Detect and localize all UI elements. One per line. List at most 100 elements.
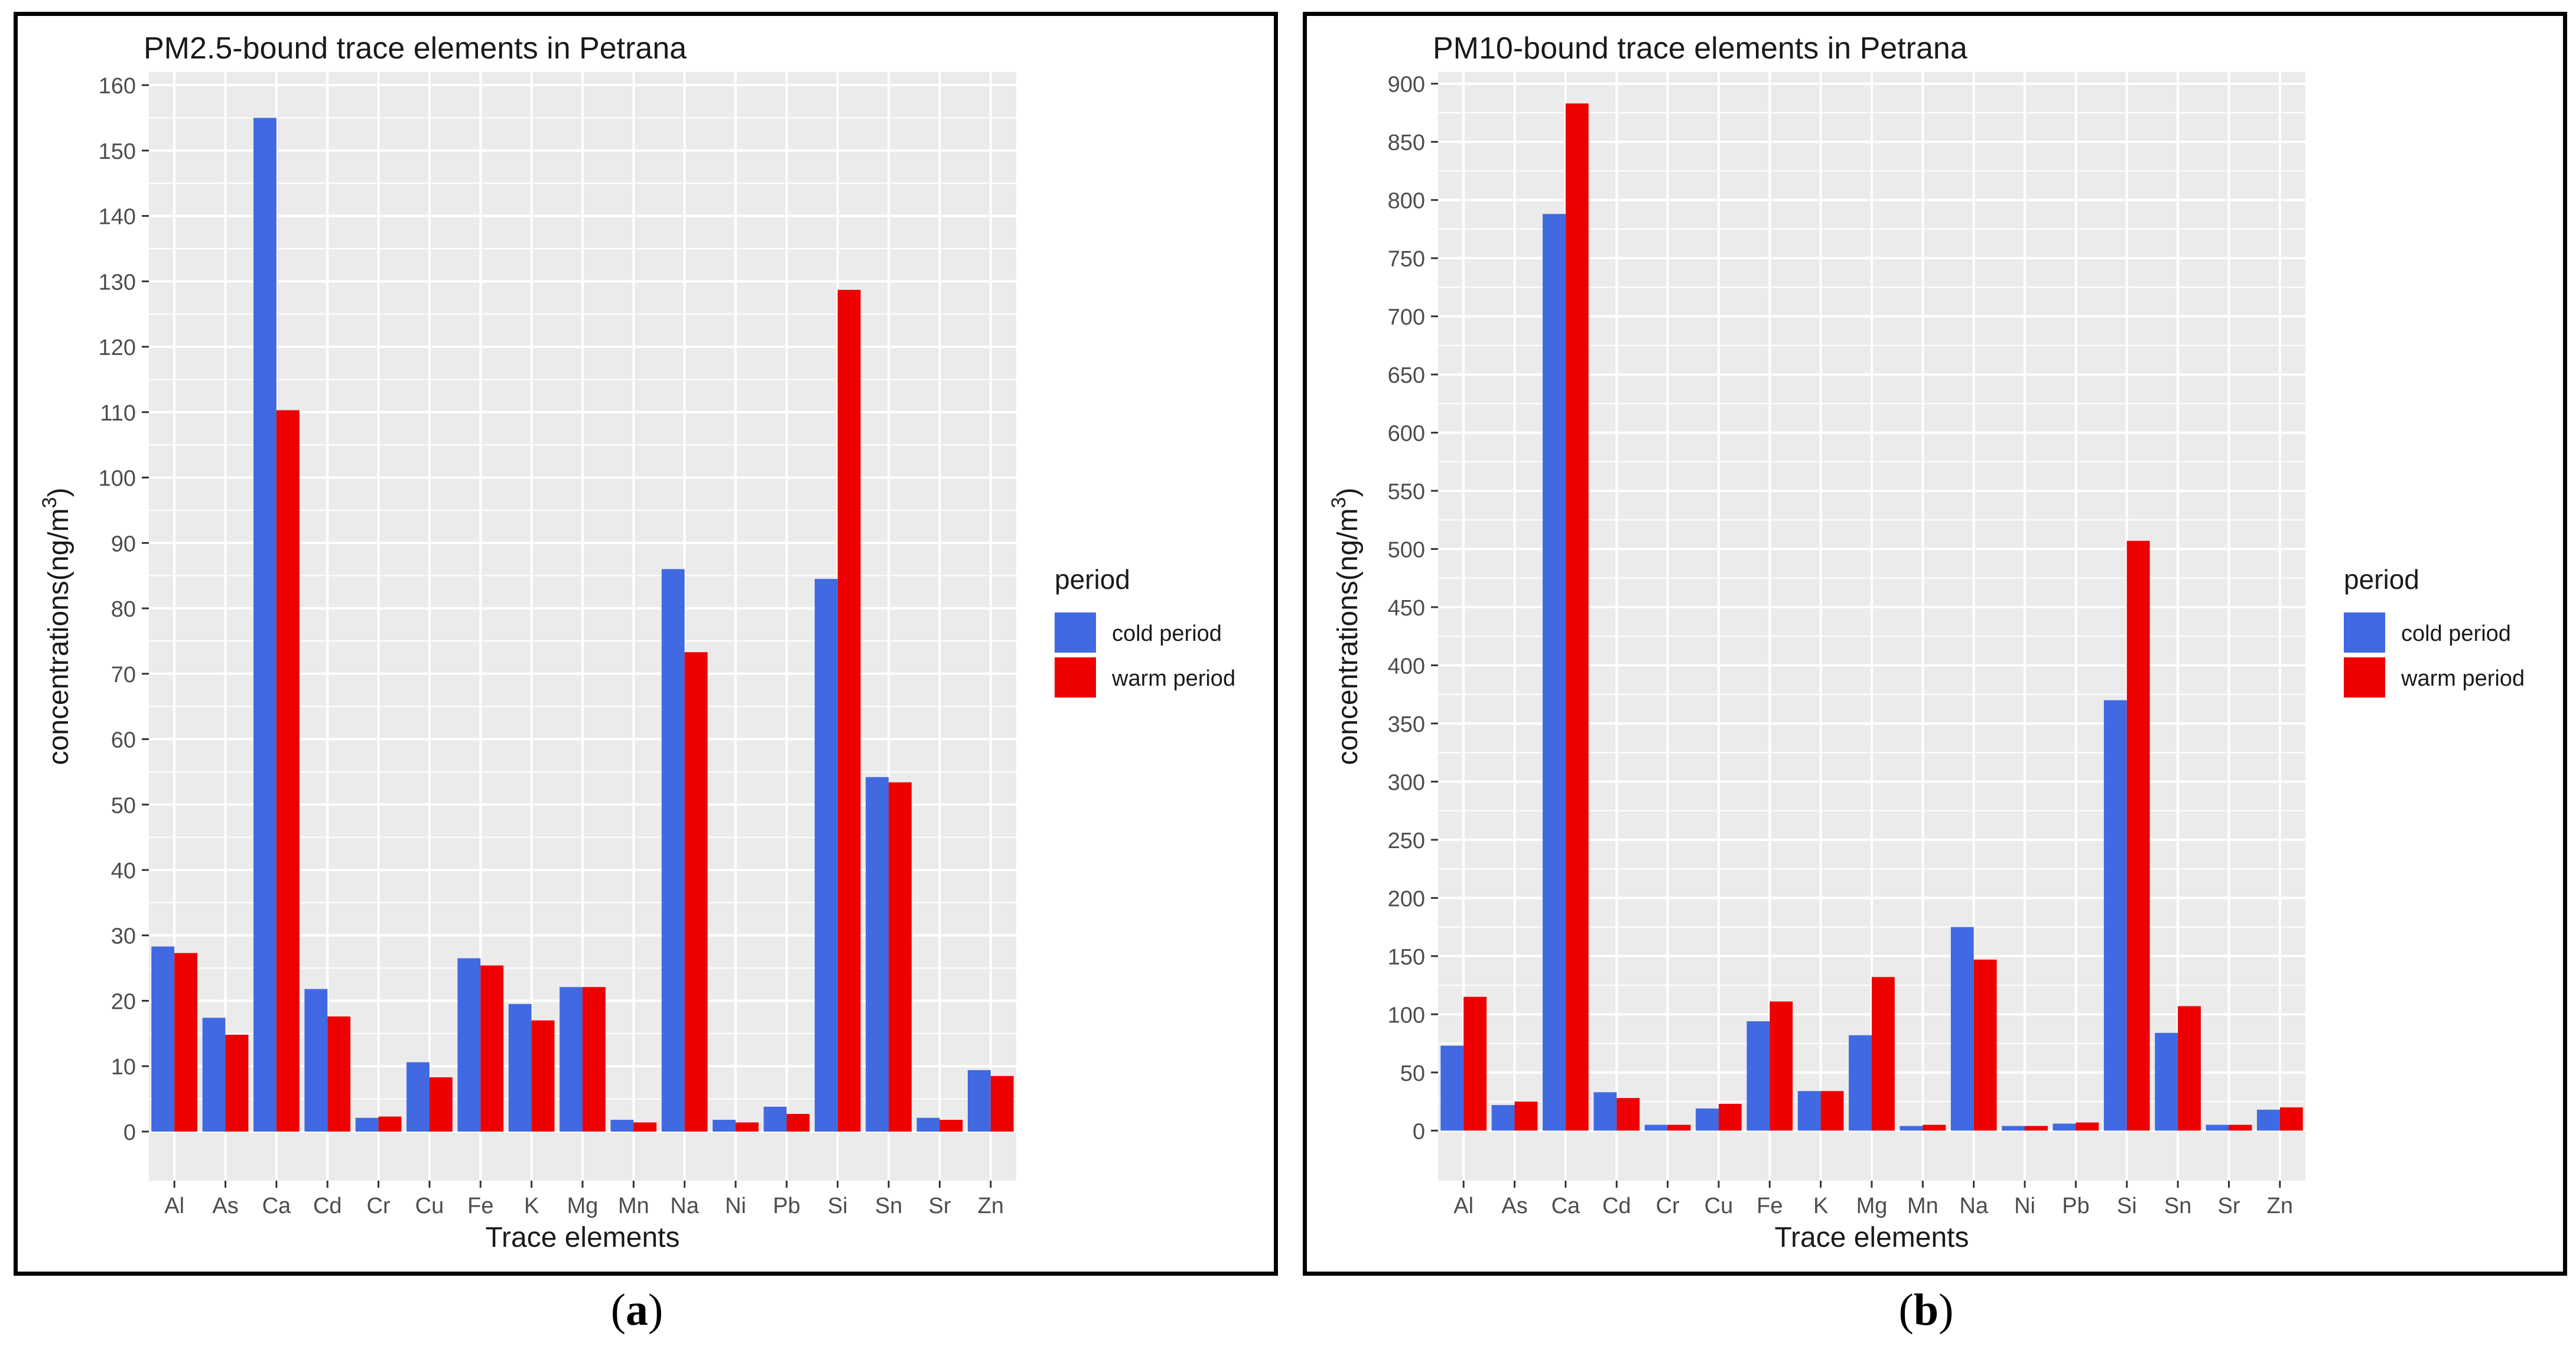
bar-warm-period-Pb xyxy=(2076,1122,2099,1131)
bar-warm-period-Pb xyxy=(786,1114,810,1132)
bar-cold-period-Pb xyxy=(2053,1123,2076,1131)
y-tick-label: 130 xyxy=(99,270,136,295)
y-tick-label: 500 xyxy=(1388,538,1425,563)
bar-cold-period-Ca xyxy=(1543,214,1566,1131)
caption-a: (a) xyxy=(610,1285,663,1335)
x-tick-label: Cd xyxy=(1602,1194,1631,1218)
bar-cold-period-Al xyxy=(1440,1045,1464,1131)
y-tick-label: 600 xyxy=(1388,422,1425,447)
legend-label: warm period xyxy=(1111,666,1235,691)
bar-warm-period-Al xyxy=(1463,996,1487,1131)
y-tick-label: 30 xyxy=(111,924,136,949)
y-tick-label: 300 xyxy=(1388,770,1425,795)
y-tick-label: 20 xyxy=(111,989,136,1014)
y-tick-label: 750 xyxy=(1388,247,1425,272)
caption-b: (b) xyxy=(1898,1285,1954,1335)
x-tick-label: Sn xyxy=(2164,1194,2191,1218)
y-tick-label: 150 xyxy=(99,139,136,164)
bar-cold-period-Ca xyxy=(253,118,277,1132)
bar-cold-period-Na xyxy=(1950,927,1974,1131)
x-tick-label: K xyxy=(524,1194,539,1218)
y-tick-label: 100 xyxy=(1388,1003,1425,1028)
bar-warm-period-Ni xyxy=(2025,1126,2048,1131)
bar-warm-period-Zn xyxy=(2279,1107,2303,1131)
bar-warm-period-Si xyxy=(2126,540,2150,1131)
bar-cold-period-Mn xyxy=(610,1120,634,1132)
legend-key-cold-period xyxy=(1055,612,1096,653)
chart-pm10: PM10-bound trace elements in Petrana 0 50 1… xyxy=(1328,31,2525,1253)
bar-warm-period-Zn xyxy=(990,1076,1014,1132)
bar-cold-period-Mg xyxy=(560,987,583,1132)
y-axis-title-superscript: 3 xyxy=(1328,497,1350,509)
x-tick-label: Mg xyxy=(1856,1194,1888,1218)
y-axis-title-close: ) xyxy=(1332,488,1364,497)
bar-warm-period-Fe xyxy=(480,965,504,1132)
x-tick-label: Mn xyxy=(1907,1194,1938,1218)
legend-key-cold-period xyxy=(2344,612,2385,653)
legend-label: warm period xyxy=(2401,666,2525,691)
y-tick-label: 850 xyxy=(1388,131,1425,155)
bar-warm-period-Cd xyxy=(327,1016,351,1132)
bar-warm-period-As xyxy=(225,1035,249,1132)
bar-warm-period-Na xyxy=(684,652,708,1132)
bar-cold-period-Al xyxy=(151,946,175,1132)
x-tick-label: As xyxy=(212,1194,238,1218)
bar-cold-period-Cr xyxy=(355,1117,379,1132)
x-tick-label: Sn xyxy=(875,1194,902,1218)
x-tick-label: Cd xyxy=(313,1194,342,1218)
x-tick-label: As xyxy=(1501,1194,1527,1218)
x-tick-label: Ni xyxy=(725,1194,746,1218)
bar-cold-period-Cu xyxy=(1696,1108,1719,1131)
bar-warm-period-Sr xyxy=(2229,1125,2252,1131)
bar-warm-period-Cu xyxy=(429,1077,453,1132)
x-tick-label: Ca xyxy=(262,1194,291,1218)
y-tick-label: 250 xyxy=(1388,829,1425,853)
bar-cold-period-Sn xyxy=(866,777,889,1132)
y-axis-title-close: ) xyxy=(43,488,74,497)
x-tick-label: Fe xyxy=(1757,1194,1783,1218)
y-tick-label: 140 xyxy=(99,205,136,230)
y-tick-label: 800 xyxy=(1388,189,1425,214)
bar-cold-period-Zn xyxy=(2256,1109,2280,1131)
y-tick-label: 700 xyxy=(1388,305,1425,330)
bar-warm-period-As xyxy=(1514,1101,1538,1131)
x-tick-label: Ca xyxy=(1552,1194,1580,1218)
bar-cold-period-Mn xyxy=(1900,1126,1923,1131)
bar-cold-period-Fe xyxy=(1746,1021,1770,1131)
legend-title: period xyxy=(2344,564,2419,595)
x-axis-title: Trace elements xyxy=(485,1222,679,1253)
bar-warm-period-Mn xyxy=(1923,1125,1946,1131)
bar-cold-period-Cr xyxy=(1644,1125,1668,1131)
legend-key-warm-period xyxy=(1055,657,1096,698)
bar-cold-period-Na xyxy=(661,569,685,1132)
x-tick-label: Pb xyxy=(2062,1194,2089,1218)
legend-label: cold period xyxy=(2401,621,2511,646)
x-tick-label: Na xyxy=(670,1194,699,1218)
bar-cold-period-Cu xyxy=(406,1062,430,1132)
x-tick-label: Cr xyxy=(367,1194,391,1218)
bar-warm-period-K xyxy=(1820,1091,1844,1131)
chart-title: PM2.5-bound trace elements in Petrana xyxy=(144,31,687,66)
bar-cold-period-K xyxy=(508,1004,532,1132)
y-axis-title: concentrations(ng/m3) xyxy=(38,488,74,765)
x-axis-title: Trace elements xyxy=(1774,1222,1969,1253)
x-tick-label: Al xyxy=(164,1194,184,1218)
x-tick-label: Sr xyxy=(928,1194,951,1218)
bar-warm-period-Cu xyxy=(1718,1104,1742,1131)
y-tick-label: 900 xyxy=(1388,73,1425,97)
bar-cold-period-Fe xyxy=(457,958,481,1132)
bar-cold-period-Si xyxy=(2103,700,2127,1131)
y-tick-label: 0 xyxy=(123,1120,136,1145)
bar-warm-period-Ca xyxy=(1565,103,1589,1131)
panel-b: PM10-bound trace elements in Petrana 0 50 1… xyxy=(1303,12,2567,1276)
y-axis-title-main: concentrations(ng/m xyxy=(43,509,74,765)
bar-warm-period-K xyxy=(531,1020,555,1132)
chart-title: PM10-bound trace elements in Petrana xyxy=(1433,31,1967,66)
bar-cold-period-Sr xyxy=(2206,1125,2229,1131)
y-tick-label: 650 xyxy=(1388,363,1425,388)
bar-warm-period-Cd xyxy=(1616,1098,1640,1131)
bar-cold-period-Ni xyxy=(2002,1126,2025,1131)
legend-title: period xyxy=(1055,564,1130,595)
x-tick-label: Fe xyxy=(467,1194,493,1218)
y-axis-title-main: concentrations(ng/m xyxy=(1332,509,1364,765)
